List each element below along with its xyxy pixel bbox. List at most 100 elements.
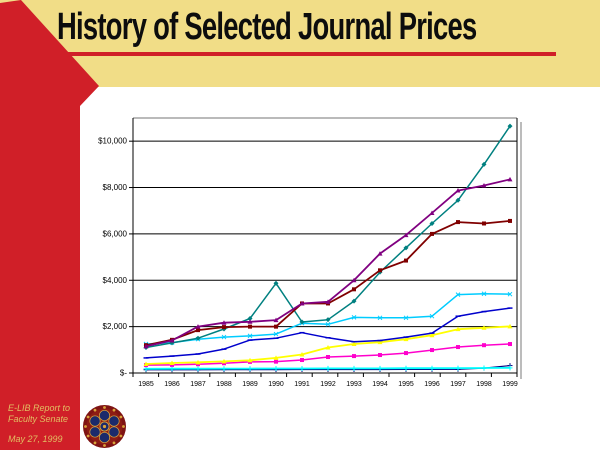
x-tick-label: 1996 [424,381,440,388]
x-tick-label: 1993 [346,381,362,388]
y-tick-label: $2,000 [103,322,128,331]
marker [247,333,253,339]
marker [429,313,435,319]
marker [325,321,331,327]
marker [403,315,409,321]
marker [403,232,409,238]
marker [273,331,279,337]
marker [430,348,434,353]
marker [274,324,278,329]
x-tick-label: 1991 [294,381,310,388]
marker [455,292,461,297]
marker [326,355,330,360]
marker [429,332,435,338]
y-tick-label: $10,000 [98,137,127,146]
marker [507,176,513,182]
marker [508,342,512,347]
marker [482,343,486,348]
marker [377,251,383,256]
marker [352,287,356,292]
x-tick-label: 1987 [190,381,206,388]
marker [481,161,487,167]
marker [299,351,305,357]
x-tick-label: 1986 [164,381,180,388]
footer-line1: E-LIB Report to [8,403,71,413]
marker [248,324,252,329]
x-tick-label: 1988 [216,381,232,388]
marker [482,221,486,226]
marker [455,326,461,332]
y-tick-label: $- [120,369,127,378]
marker [299,319,305,325]
marker [404,258,408,263]
marker [351,341,357,347]
y-tick-label: $4,000 [103,276,128,285]
marker [430,231,434,236]
marker [507,323,513,329]
marker [403,245,409,251]
x-tick-label: 1999 [502,381,518,388]
marker [455,188,461,193]
marker [351,298,357,304]
footer-line2: Faculty Senate [8,414,69,424]
series-line-blue [145,307,511,359]
marker [351,315,357,320]
marker [247,319,253,324]
marker [456,220,460,225]
marker [195,324,201,329]
x-tick-label: 1998 [476,381,492,388]
marker [247,357,253,363]
x-tick-label: 1997 [450,381,466,388]
marker [429,210,435,216]
marker [404,351,408,356]
marker [455,197,461,203]
marker [273,280,279,286]
marker [507,123,513,129]
y-tick-label: $6,000 [103,229,128,238]
marker [195,335,201,341]
marker [378,353,382,358]
marker [325,317,331,323]
x-tick-label: 1989 [242,381,258,388]
marker [273,355,279,360]
marker [351,277,357,283]
footer-text: E-LIB Report to Faculty Senate May 27, 1… [8,403,78,445]
marker [325,299,331,304]
y-tick-label: $8,000 [103,183,128,192]
marker [274,359,278,364]
marker [143,343,149,349]
rosette-logo [82,404,127,449]
slide-title: History of Selected Journal Prices [57,6,477,48]
journal-prices-chart: $10,000 $8,000 $6,000 $4,000 $2,000 $- 1985 198… [95,100,545,400]
content-background [78,87,600,450]
marker [325,345,331,350]
marker [247,316,253,322]
footer-date: May 27, 1999 [8,434,63,444]
marker [352,354,356,359]
title-underline [57,52,556,56]
marker [143,361,149,366]
marker [196,328,200,333]
x-tick-label: 1985 [138,381,154,388]
line-chart-canvas: $10,000 $8,000 $6,000 $4,000 $2,000 $- 1985 198… [98,117,522,388]
marker [481,291,487,297]
marker [403,336,409,342]
x-tick-label: 1990 [268,381,284,388]
marker [481,182,487,188]
marker [429,220,435,226]
marker [221,334,227,340]
marker [456,345,460,350]
marker [378,268,382,273]
series-line-teal [145,125,511,349]
x-tick-label: 1994 [372,381,388,388]
marker [169,360,175,366]
marker [377,339,383,345]
marker [377,315,383,321]
marker [169,338,175,343]
marker [195,359,201,365]
marker [221,320,227,325]
marker [481,325,487,330]
x-tick-label: 1992 [320,381,336,388]
marker [273,317,279,323]
